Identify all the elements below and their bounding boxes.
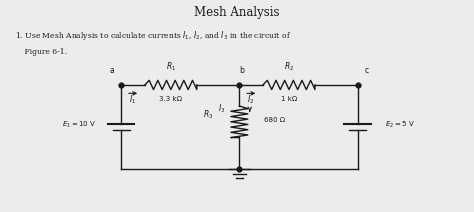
Text: b: b: [239, 66, 244, 75]
Text: $I_1$: $I_1$: [128, 94, 136, 106]
Text: $R_2$: $R_2$: [284, 60, 294, 73]
Text: a: a: [109, 66, 114, 75]
Text: $R_1$: $R_1$: [166, 60, 176, 73]
Text: $E_1 = 10$ V: $E_1 = 10$ V: [62, 120, 96, 130]
Text: 680 Ω: 680 Ω: [264, 117, 285, 123]
Text: $I_3$: $I_3$: [218, 102, 225, 115]
Text: c: c: [365, 66, 369, 75]
Text: 3.3 kΩ: 3.3 kΩ: [159, 96, 182, 102]
Text: $R_3$: $R_3$: [203, 109, 214, 121]
Text: 1 kΩ: 1 kΩ: [281, 96, 297, 102]
Text: Figure 6-1.: Figure 6-1.: [15, 48, 67, 56]
Text: $E_2 = 5$ V: $E_2 = 5$ V: [385, 120, 415, 130]
Text: 1. Use Mesh Analysis to calculate currents $I_1$, $I_2$, and $I_3$ in the circui: 1. Use Mesh Analysis to calculate curren…: [15, 29, 291, 42]
Text: Mesh Analysis: Mesh Analysis: [194, 6, 280, 19]
Text: $I_2$: $I_2$: [246, 94, 254, 106]
